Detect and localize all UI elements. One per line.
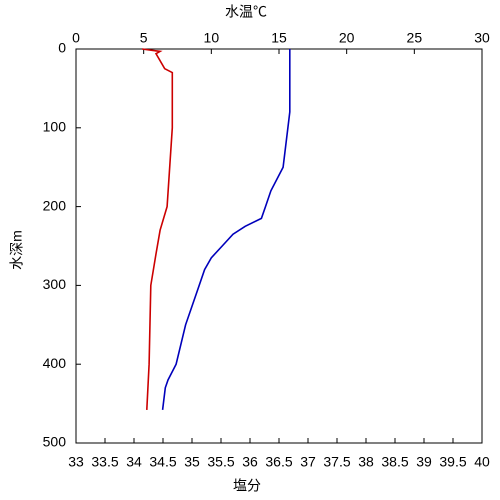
x-bottom-tick-label: 36 [242,454,258,470]
x-bottom-tick-label: 40 [474,454,490,470]
x-bottom-tick-label: 36.5 [265,454,292,470]
x-bottom-tick-label: 37 [300,454,316,470]
y-axis-title: 水深m [9,230,25,270]
x-bottom-tick-label: 35 [184,454,200,470]
x-bottom-tick-label: 34.5 [149,454,176,470]
x-top-tick-label: 0 [72,30,80,46]
y-tick-label: 200 [43,197,67,213]
x-bottom-tick-label: 38 [358,454,374,470]
x-top-tick-label: 15 [271,30,287,46]
x-bottom-tick-label: 34 [126,454,142,470]
x-bottom-tick-label: 37.5 [323,454,350,470]
x-top-tick-label: 25 [407,30,423,46]
y-tick-label: 500 [43,434,67,450]
plot-frame [75,48,483,444]
x-bottom-tick-label: 39.5 [439,454,466,470]
x-bottom-tick-label: 38.5 [381,454,408,470]
x-top-tick-label: 30 [474,30,490,46]
profile-line [141,48,174,410]
y-tick-label: 100 [43,119,67,135]
y-tick-label: 300 [43,276,67,292]
x-axis-title-top: 水温℃ [225,4,267,20]
x-axis-title-bottom: 塩分 [233,478,261,494]
y-tick-label: 0 [58,40,66,56]
y-tick-label: 400 [43,355,67,371]
x-bottom-tick-label: 39 [416,454,432,470]
x-top-tick-label: 20 [339,30,355,46]
profile-line [161,49,291,410]
x-bottom-tick-label: 35.5 [207,454,234,470]
x-bottom-tick-label: 33 [68,454,84,470]
x-top-tick-label: 5 [140,30,148,46]
x-bottom-tick-label: 33.5 [91,454,118,470]
x-top-tick-label: 10 [204,30,220,46]
